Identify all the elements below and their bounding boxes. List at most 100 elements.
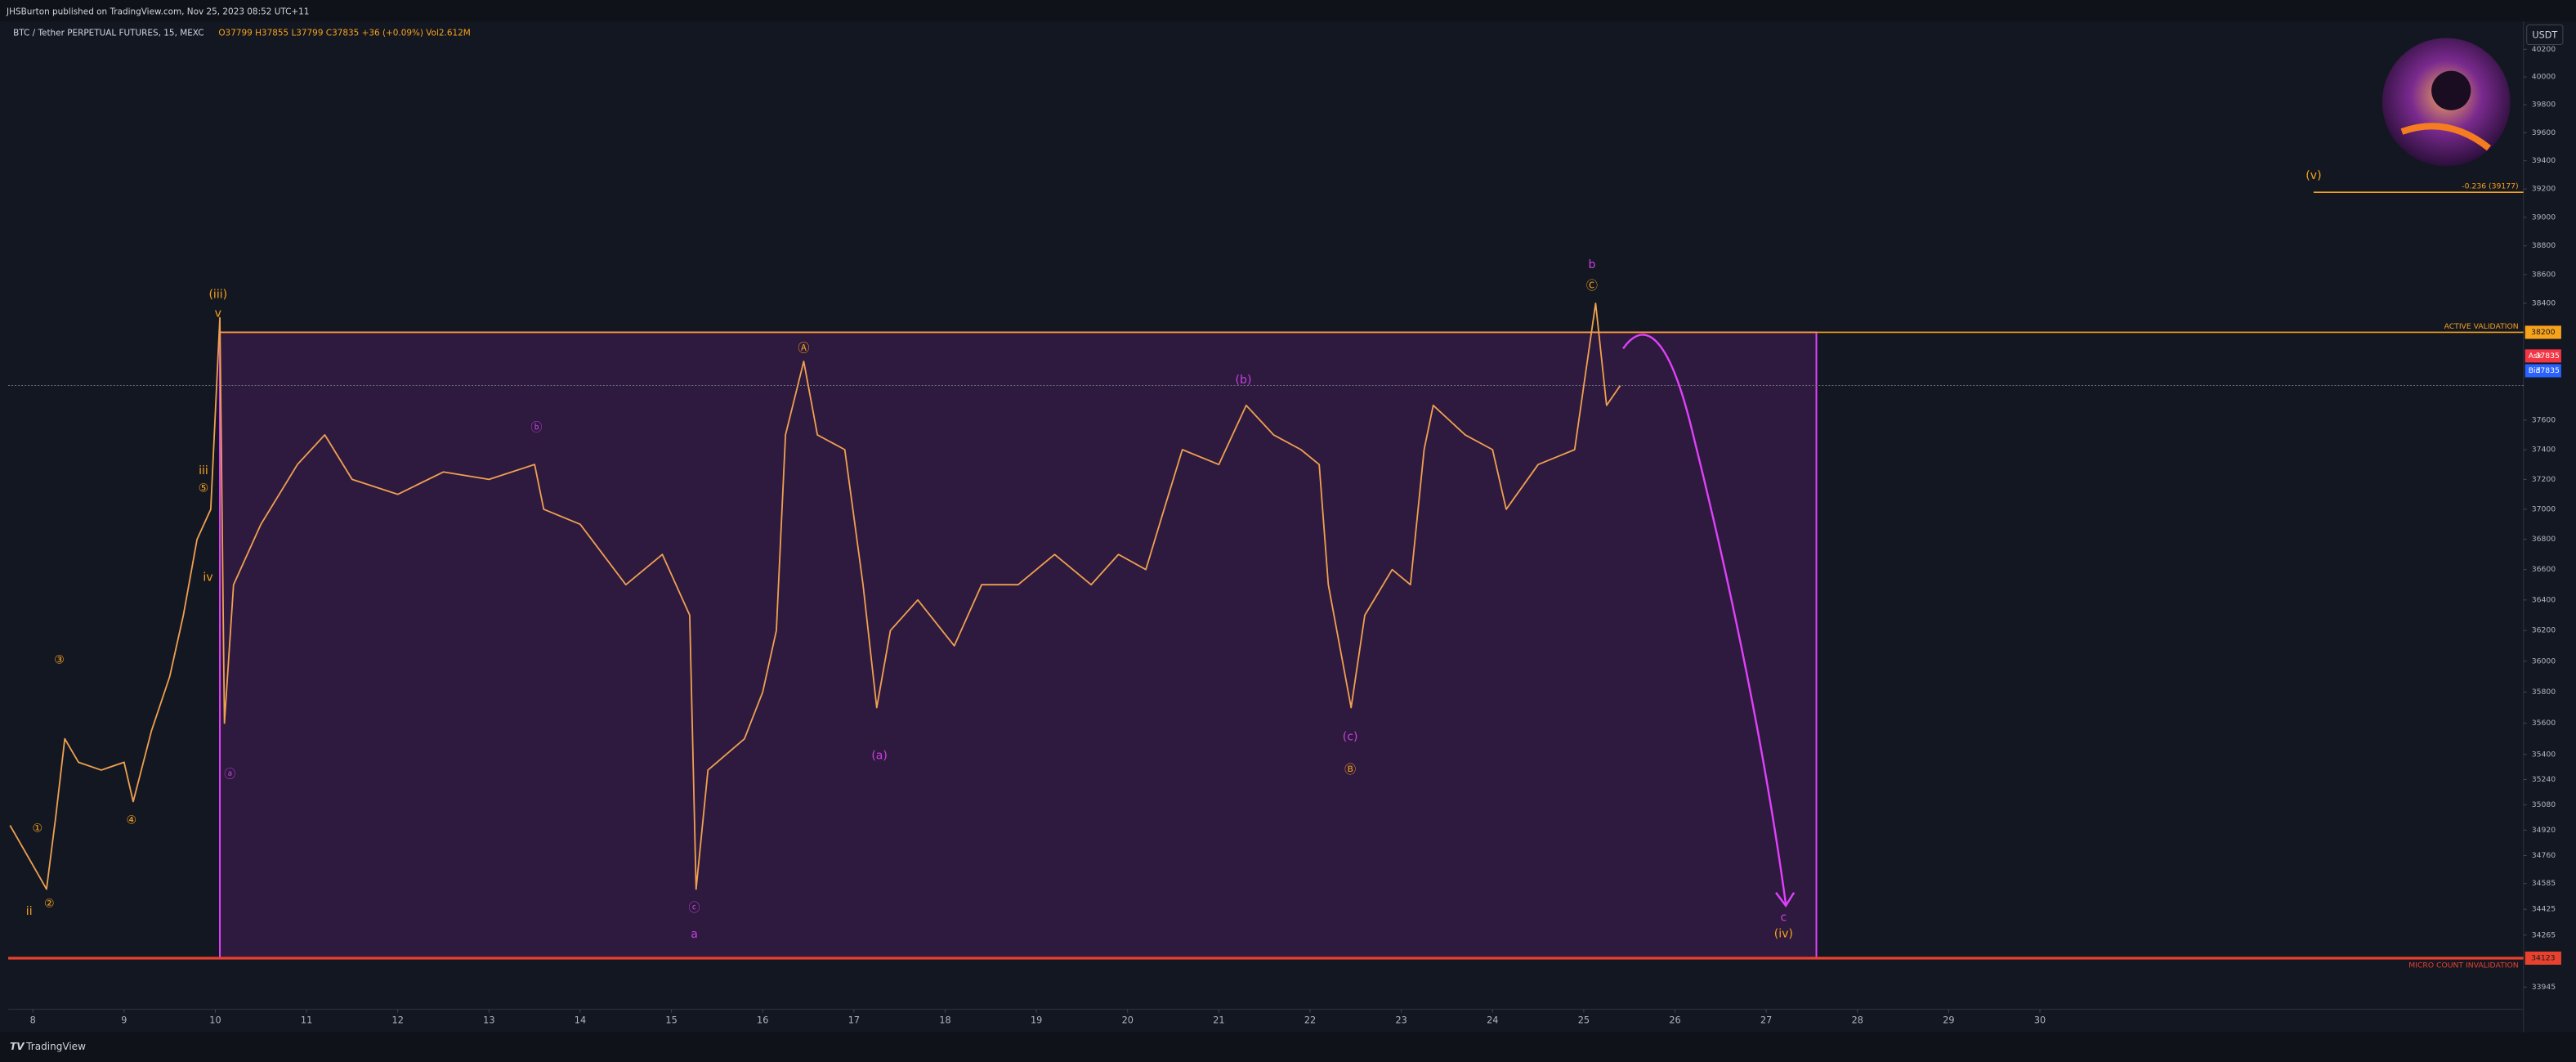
y-tick-label: 36400 <box>2532 595 2556 604</box>
brand: TradingView <box>25 1041 86 1052</box>
y-tick-label: 36600 <box>2532 565 2556 574</box>
x-tick-label: 16 <box>757 1015 768 1026</box>
y-tick-label: 36200 <box>2532 626 2556 635</box>
y-tick-label: 35800 <box>2532 688 2556 697</box>
wave-label: ⑤ <box>199 482 209 495</box>
projection-arrow <box>1622 334 1787 904</box>
x-tick-label: 22 <box>1304 1015 1316 1026</box>
y-tick-label: 39800 <box>2532 101 2556 110</box>
x-tick-label: 26 <box>1669 1015 1680 1026</box>
wave-label: iv <box>203 571 212 584</box>
wave-label: (a) <box>871 749 888 762</box>
wave-label: c <box>1780 911 1787 924</box>
x-tick-label: 9 <box>121 1015 127 1026</box>
wave-label: ① <box>32 822 42 835</box>
y-tick-label: 35400 <box>2532 750 2556 759</box>
x-tick-label: 19 <box>1031 1015 1042 1026</box>
y-tick-label: 38600 <box>2532 270 2556 279</box>
price-line <box>9 302 1621 890</box>
currency: USDT <box>2532 29 2557 40</box>
y-tick-label: 39600 <box>2532 128 2556 137</box>
symbol: BTC / Tether PERPETUAL FUTURES, 15, MEXC <box>13 28 203 38</box>
ask-value: 37835 <box>2536 352 2560 361</box>
price-tag <box>2525 951 2561 965</box>
y-tick-label: 39000 <box>2532 213 2556 222</box>
x-tick-label: 15 <box>665 1015 677 1026</box>
y-tick-label: 36000 <box>2532 656 2556 665</box>
avatar-detail <box>2400 123 2491 151</box>
price-tag-label: 38200 <box>2531 328 2556 337</box>
x-tick-label: 24 <box>1487 1015 1498 1026</box>
y-tick-label: 37400 <box>2532 446 2556 455</box>
x-tick-label: 13 <box>483 1015 494 1026</box>
y-tick-label: 40000 <box>2532 73 2556 82</box>
y-tick-label: 37000 <box>2532 504 2556 513</box>
wave-label: ② <box>44 897 55 910</box>
brand-logo: 𝙏𝙑 <box>10 1041 25 1052</box>
y-tick-label: 35600 <box>2532 719 2556 728</box>
y-tick-label: 34920 <box>2532 826 2556 835</box>
y-tick-label: 34760 <box>2532 851 2556 860</box>
x-tick-label: 12 <box>392 1015 404 1026</box>
bid-value: 37835 <box>2536 366 2560 375</box>
price-tag <box>2525 325 2561 339</box>
y-tick-label: 35080 <box>2532 800 2556 809</box>
wave-label: (v) <box>2305 169 2321 182</box>
arrow-head <box>1775 892 1796 907</box>
y-tick-label: 40200 <box>2532 45 2556 54</box>
level-label: ACTIVE VALIDATION <box>2444 322 2519 331</box>
bid-tag <box>2525 364 2561 378</box>
wave-label: (iii) <box>208 288 227 301</box>
bid-label: Bid <box>2529 366 2541 375</box>
y-tick-label: 34265 <box>2532 930 2556 939</box>
y-tick-label: 35240 <box>2532 775 2556 784</box>
wave-label: ⓐ <box>224 768 235 782</box>
wave-label: ④ <box>126 814 136 827</box>
y-tick-label: 39200 <box>2532 185 2556 194</box>
y-tick-label: 34585 <box>2532 879 2556 888</box>
wave-label: ③ <box>54 653 65 666</box>
x-tick-label: 17 <box>848 1015 860 1026</box>
wave-label: ⓒ <box>688 902 700 915</box>
x-tick-label: 14 <box>575 1015 586 1026</box>
wave-label: ⓑ <box>530 421 542 434</box>
y-tick-label: 39400 <box>2532 156 2556 165</box>
x-tick-label: 8 <box>30 1015 36 1026</box>
wave-label: ii <box>26 905 33 918</box>
x-tick-label: 20 <box>1122 1015 1134 1026</box>
x-tick-label: 10 <box>209 1015 221 1026</box>
x-tick-label: 25 <box>1578 1015 1590 1026</box>
ask-tag <box>2525 349 2561 363</box>
ask-label: Ask <box>2529 352 2542 361</box>
x-tick-label: 27 <box>1760 1015 1772 1026</box>
level-label: MICRO COUNT INVALIDATION <box>2408 961 2518 970</box>
publisher: JHSBurton published on TradingView.com, … <box>6 7 309 16</box>
price-tag-label: 34123 <box>2531 953 2556 962</box>
currency-box[interactable] <box>2526 24 2564 45</box>
y-tick-label: 36800 <box>2532 535 2556 544</box>
top-bar <box>0 0 2576 22</box>
wave-label: (iv) <box>1774 927 1793 940</box>
y-tick-label: 38400 <box>2532 299 2556 308</box>
y-tick-label: 37200 <box>2532 475 2556 484</box>
wave-box <box>219 331 1818 959</box>
y-tick-label: 37600 <box>2532 415 2556 424</box>
x-tick-label: 21 <box>1213 1015 1224 1026</box>
y-tick-label: 38800 <box>2532 241 2556 250</box>
ohlc: O37799 H37855 L37799 C37835 +36 (+0.09%)… <box>218 28 470 38</box>
wave-label: Ⓒ <box>1586 280 1598 293</box>
avatar-detail <box>2431 70 2471 110</box>
wave-label: b <box>1588 258 1595 271</box>
level-label: -0.236 (39177) <box>2462 182 2518 191</box>
wave-label: iii <box>199 464 208 477</box>
wave-label: Ⓐ <box>798 343 809 356</box>
x-tick-label: 18 <box>939 1015 950 1026</box>
wave-label: a <box>691 928 698 941</box>
y-tick-label: 34425 <box>2532 905 2556 914</box>
y-tick-label: 33945 <box>2532 983 2556 992</box>
wave-label: (c) <box>1343 731 1358 744</box>
wave-label: v <box>215 307 221 320</box>
x-tick-label: 28 <box>1852 1015 1863 1026</box>
